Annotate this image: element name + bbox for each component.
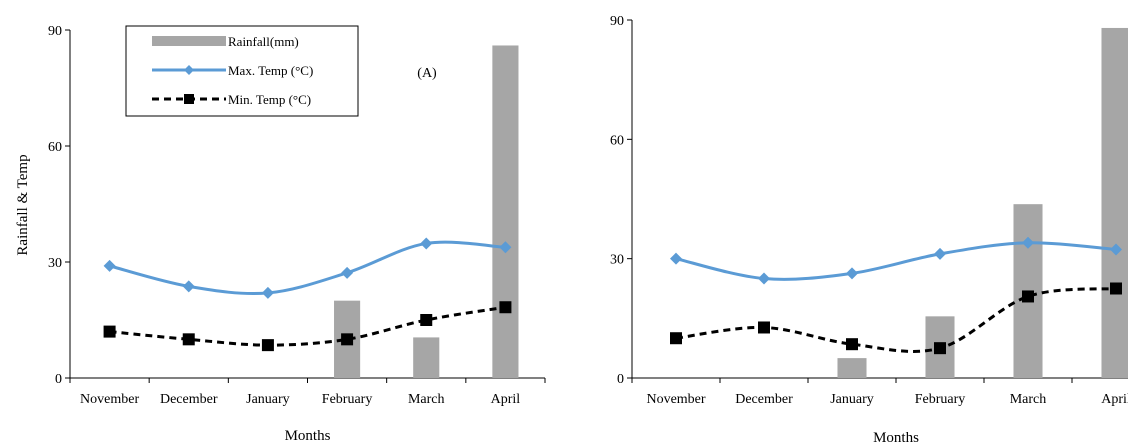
min-temp-point (182, 333, 195, 346)
x-tick-label: November (646, 392, 705, 407)
x-tick-label: March (1010, 392, 1047, 407)
min-temp-point (261, 339, 274, 352)
rainfall-bar (1101, 27, 1128, 378)
max-temp-point (182, 280, 195, 293)
max-temp-point (420, 237, 433, 250)
legend-marker-max-temp (184, 65, 194, 75)
y-tick-label: 0 (55, 372, 62, 387)
max-temp-point (1110, 243, 1122, 256)
rainfall-bar (413, 337, 440, 378)
min-temp-point (846, 338, 858, 351)
x-axis-title: Months (285, 428, 331, 442)
y-tick-label: 0 (617, 372, 624, 387)
rainfall-bar (837, 358, 867, 378)
x-tick-label: January (246, 392, 290, 407)
y-tick-label: 90 (610, 14, 624, 29)
panel-label: (A) (417, 66, 437, 81)
x-axis-title: Months (873, 430, 919, 442)
chart-panel-a: 0 30 60 90 November December January February Ma… (15, 24, 546, 442)
max-temp-point (1022, 236, 1034, 249)
max-temp-point (341, 266, 354, 279)
x-tick-label: December (735, 392, 793, 407)
min-temp-point (103, 325, 116, 338)
min-temp-point (499, 301, 512, 314)
y-axis-title: Rainfall & Temp (15, 154, 31, 255)
min-temp-line (675, 287, 1117, 353)
min-temp-point (758, 321, 770, 334)
min-temp-point (1022, 290, 1034, 303)
x-tick-label: December (160, 392, 218, 407)
max-temp-point (758, 272, 770, 285)
max-temp-point (261, 286, 274, 299)
legend-swatch-rainfall (152, 36, 226, 46)
max-temp-point (846, 267, 858, 280)
y-tick-label: 60 (610, 133, 624, 148)
max-temp-point (103, 259, 116, 272)
chart-panel-b: 0 30 60 90 November December January February Ma… (610, 14, 1128, 442)
min-temp-point (420, 314, 433, 326)
rainfall-bar (492, 45, 519, 378)
y-tick-label: 60 (48, 140, 62, 155)
min-temp-point (934, 342, 946, 355)
legend-entry-label: Min. Temp (°C) (228, 92, 311, 107)
max-temp-point (934, 247, 946, 260)
y-tick-label: 90 (48, 24, 62, 39)
x-tick-label: November (80, 392, 139, 407)
x-tick-label: February (915, 392, 966, 407)
min-temp-line (109, 305, 506, 347)
min-temp-point (341, 333, 354, 346)
x-tick-label: February (322, 392, 373, 407)
min-temp-point (1110, 282, 1122, 295)
max-temp-line (675, 241, 1117, 281)
x-tick-label: January (830, 392, 874, 407)
x-tick-label: April (491, 392, 521, 407)
min-temp-point (670, 332, 682, 345)
max-temp-line (109, 240, 506, 296)
y-tick-label: 30 (610, 253, 624, 268)
legend-entry-label: Rainfall(mm) (228, 34, 299, 49)
legend-entry-label: Max. Temp (°C) (228, 63, 313, 78)
max-temp-point (499, 241, 512, 254)
x-tick-label: March (408, 392, 445, 407)
legend-marker-min-temp (184, 94, 194, 104)
y-tick-label: 30 (48, 256, 62, 271)
x-tick-label: April (1101, 392, 1128, 407)
max-temp-point (670, 252, 682, 265)
